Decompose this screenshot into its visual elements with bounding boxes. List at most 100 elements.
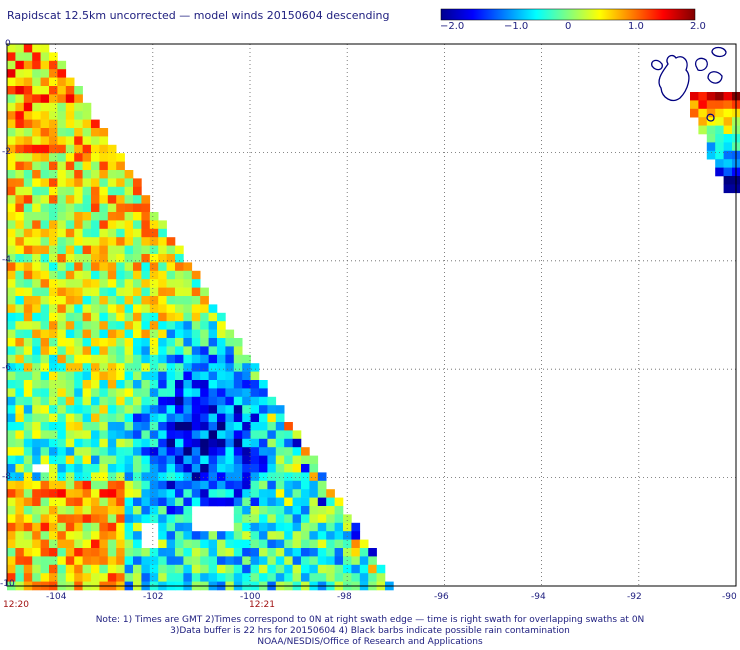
swath-cell <box>124 203 134 213</box>
swath-cell <box>183 464 193 473</box>
swath-cell <box>233 405 243 414</box>
swath-cell <box>208 489 218 498</box>
swath-cell <box>191 304 201 314</box>
swath-cell <box>368 564 377 574</box>
swath-cell <box>91 228 100 238</box>
swath-cell <box>116 489 125 498</box>
swath-cell <box>91 270 100 280</box>
swath-cell <box>225 346 235 356</box>
swath-cell <box>99 430 109 440</box>
swath-cell <box>99 531 109 540</box>
swath-cell <box>250 422 260 431</box>
swath-cell <box>91 287 100 297</box>
swath-cell <box>301 472 310 482</box>
swath-cell <box>15 161 25 171</box>
swath-cell <box>250 371 260 381</box>
swath-cell <box>49 413 58 423</box>
swath-cell <box>7 128 16 137</box>
swath-cell <box>200 329 209 339</box>
swath-cell <box>91 144 100 154</box>
swath-cell <box>49 539 58 549</box>
swath-cell <box>175 279 184 288</box>
swath-cell <box>82 371 92 381</box>
swath-cell <box>32 363 41 372</box>
swath-cell <box>40 472 50 482</box>
swath-cell <box>49 338 58 347</box>
swath-cell <box>233 531 243 540</box>
swath-cell <box>175 539 184 549</box>
swath-cell <box>124 338 134 347</box>
swath-cell <box>175 296 184 305</box>
swath-cell <box>23 279 33 288</box>
swath-cell <box>233 506 243 515</box>
swath-cell <box>225 354 235 364</box>
swath-cell <box>32 573 41 582</box>
lat-tick-0: 0 <box>5 39 11 49</box>
swath-cell <box>32 237 41 246</box>
swath-cell <box>74 287 83 297</box>
swath-cell <box>242 497 251 507</box>
swath-cell <box>7 388 16 398</box>
swath-cell <box>107 254 117 263</box>
swath-cell <box>275 464 285 473</box>
swath-cell <box>99 514 109 524</box>
swath-cell <box>124 464 134 473</box>
swath-cell <box>166 338 176 347</box>
swath-cell <box>166 245 176 255</box>
swath-cell <box>166 514 176 524</box>
swath-cell <box>158 489 167 498</box>
swath-cell <box>141 573 151 582</box>
swath-cell <box>15 380 25 389</box>
swath-cell <box>15 329 25 339</box>
swath-cell <box>74 422 83 431</box>
swath-cell <box>74 506 83 515</box>
swath-cell <box>99 296 109 305</box>
swath-cell <box>32 531 41 540</box>
swath-cell <box>175 338 184 347</box>
swath-cell <box>57 321 67 330</box>
swath-cell <box>233 497 243 507</box>
swath-cell <box>158 531 167 540</box>
swath-cell <box>7 296 16 305</box>
swath-cell <box>250 405 260 414</box>
swath-cell <box>32 405 41 414</box>
swath-cell <box>107 455 117 465</box>
swath-cell <box>32 321 41 330</box>
swath-cell <box>149 270 159 280</box>
swath-cell <box>91 438 100 448</box>
swath-cell <box>32 270 41 280</box>
swath-cell <box>124 296 134 305</box>
swath-cell <box>65 228 75 238</box>
swath-cell <box>7 52 16 62</box>
swath-cell <box>82 136 92 146</box>
swath-cell <box>91 186 100 196</box>
swath-cell <box>141 396 151 406</box>
swath-cell <box>292 447 302 456</box>
swath-cell <box>309 455 319 465</box>
swath-cell <box>74 388 83 398</box>
swath-cell <box>124 354 134 364</box>
swath-cell <box>166 539 176 549</box>
swath-cell <box>124 422 134 431</box>
swath-cell <box>49 296 58 305</box>
swath-cell <box>91 506 100 515</box>
swath-cell <box>82 161 92 171</box>
swath-cell <box>74 539 83 549</box>
swath-cell <box>166 254 176 263</box>
swath-cell <box>15 396 25 406</box>
swath-cell <box>15 405 25 414</box>
swath-cell <box>32 480 41 490</box>
swath-cell <box>65 304 75 314</box>
swath-cell <box>175 480 184 490</box>
swath-cell <box>49 380 58 389</box>
swath-cell <box>82 237 92 246</box>
swath-cell <box>23 102 33 112</box>
swath-cell <box>15 296 25 305</box>
swath-cell <box>183 489 193 498</box>
swath-cell <box>57 153 67 162</box>
swath-cell <box>107 422 117 431</box>
swath-cell <box>275 514 285 524</box>
swath-cell <box>7 86 16 95</box>
swath-cell <box>91 338 100 347</box>
swath-cell <box>116 506 125 515</box>
